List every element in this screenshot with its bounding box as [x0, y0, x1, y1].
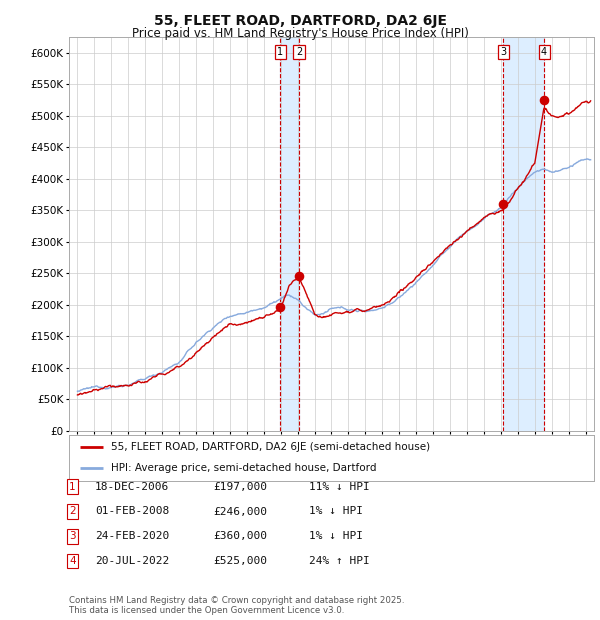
- Point: [275, 302, 285, 312]
- Point: [499, 199, 508, 209]
- Text: 18-DEC-2006: 18-DEC-2006: [95, 482, 169, 492]
- Text: 11% ↓ HPI: 11% ↓ HPI: [309, 482, 370, 492]
- Bar: [280, 37, 299, 431]
- Point: [294, 271, 304, 281]
- Text: 24-FEB-2020: 24-FEB-2020: [95, 531, 169, 541]
- Text: 1% ↓ HPI: 1% ↓ HPI: [309, 531, 363, 541]
- Text: HPI: Average price, semi-detached house, Dartford: HPI: Average price, semi-detached house,…: [111, 463, 377, 473]
- Text: Price paid vs. HM Land Registry's House Price Index (HPI): Price paid vs. HM Land Registry's House …: [131, 27, 469, 40]
- Text: £246,000: £246,000: [213, 507, 267, 516]
- Text: 20-JUL-2022: 20-JUL-2022: [95, 556, 169, 566]
- Text: 1: 1: [277, 47, 283, 57]
- Text: 55, FLEET ROAD, DARTFORD, DA2 6JE: 55, FLEET ROAD, DARTFORD, DA2 6JE: [154, 14, 446, 28]
- Bar: [503, 37, 544, 431]
- Point: [539, 95, 549, 105]
- Text: £525,000: £525,000: [213, 556, 267, 566]
- Text: 4: 4: [69, 556, 76, 566]
- Text: 4: 4: [541, 47, 547, 57]
- Text: 1% ↓ HPI: 1% ↓ HPI: [309, 507, 363, 516]
- Text: £197,000: £197,000: [213, 482, 267, 492]
- Text: £360,000: £360,000: [213, 531, 267, 541]
- Text: 3: 3: [500, 47, 506, 57]
- Text: Contains HM Land Registry data © Crown copyright and database right 2025.
This d: Contains HM Land Registry data © Crown c…: [69, 596, 404, 615]
- Text: 2: 2: [296, 47, 302, 57]
- Text: 3: 3: [69, 531, 76, 541]
- Text: 24% ↑ HPI: 24% ↑ HPI: [309, 556, 370, 566]
- Text: 55, FLEET ROAD, DARTFORD, DA2 6JE (semi-detached house): 55, FLEET ROAD, DARTFORD, DA2 6JE (semi-…: [111, 443, 430, 453]
- Text: 01-FEB-2008: 01-FEB-2008: [95, 507, 169, 516]
- Text: 2: 2: [69, 507, 76, 516]
- Text: 1: 1: [69, 482, 76, 492]
